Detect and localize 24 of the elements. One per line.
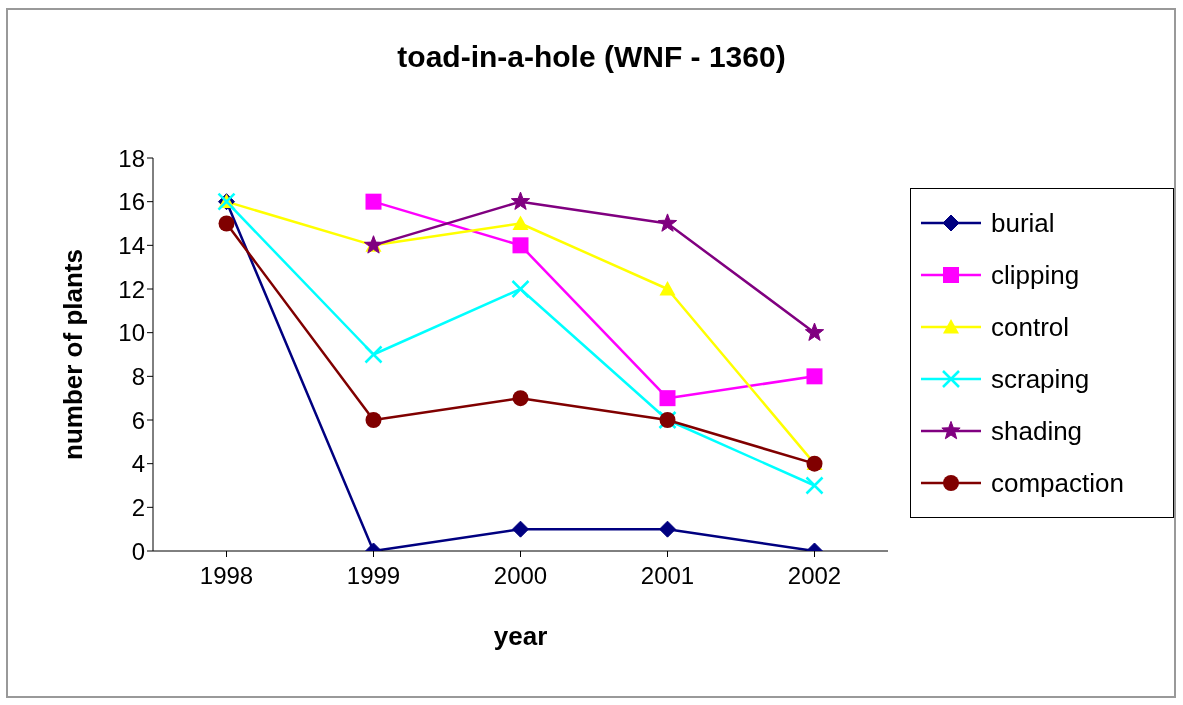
x-axis-title: year [493, 621, 548, 651]
y-tick-label: 14 [118, 231, 145, 259]
legend-label: compaction [991, 467, 1124, 499]
y-tick-label: 2 [131, 493, 145, 521]
legend-label: clipping [991, 259, 1080, 291]
legend-label: control [991, 311, 1070, 343]
legend-label: burial [991, 207, 1055, 239]
y-tick-label: 10 [118, 319, 145, 347]
y-tick-label: 0 [131, 537, 145, 565]
y-tick-label: 8 [131, 362, 145, 390]
y-tick-label: 18 [118, 144, 145, 172]
y-tick-label: 6 [131, 406, 145, 434]
chart-title: toad-in-a-hole (WNF - 1360) [397, 40, 786, 73]
y-axis-title: number of plants [58, 249, 89, 460]
y-tick-label: 4 [131, 450, 145, 478]
legend-label: shading [991, 415, 1083, 447]
x-tick-label: 2002 [787, 562, 842, 590]
y-tick-label: 16 [118, 188, 145, 216]
x-tick-label: 1998 [199, 562, 254, 590]
x-tick-label: 1999 [346, 562, 401, 590]
legend-label: scraping [991, 363, 1090, 395]
x-tick-label: 2000 [493, 562, 548, 590]
y-tick-label: 12 [118, 275, 145, 303]
x-tick-label: 2001 [640, 562, 695, 590]
